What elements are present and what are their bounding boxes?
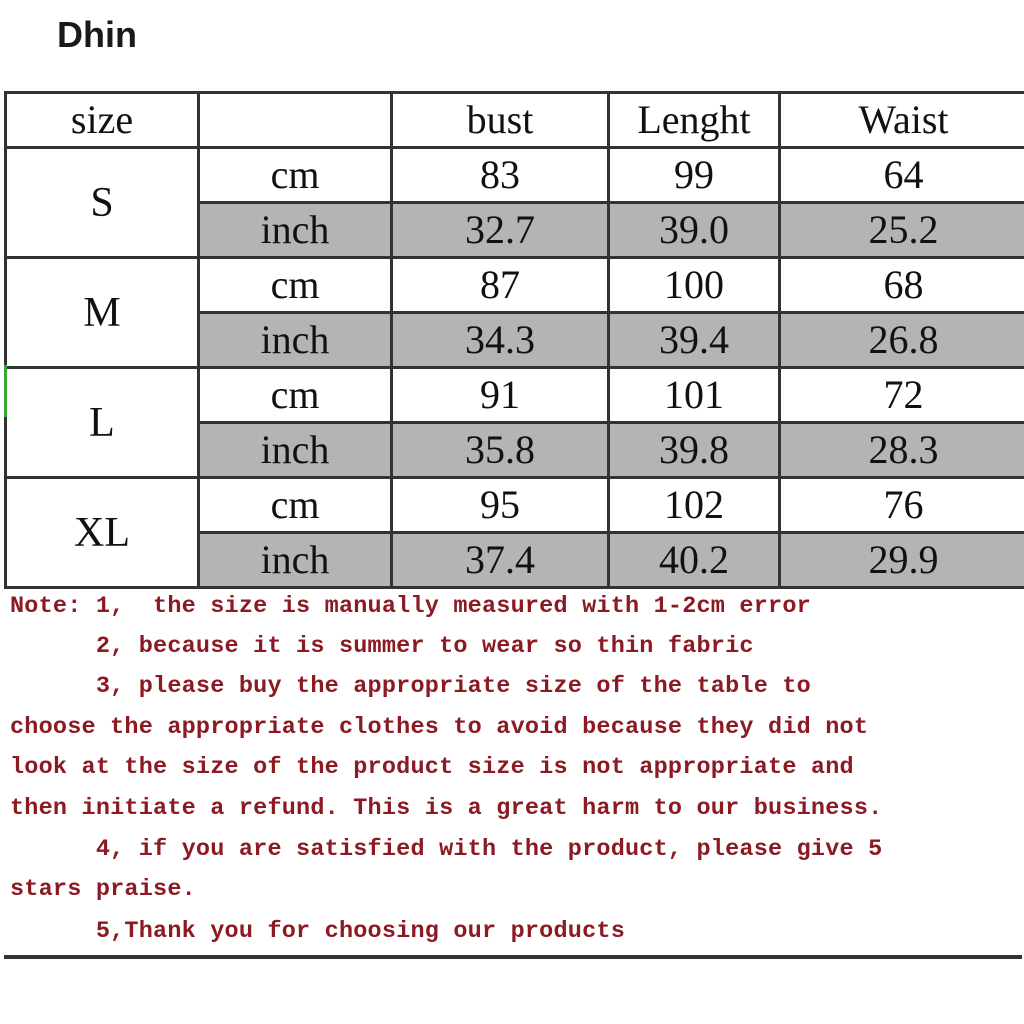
length-cell: 102 [607, 476, 781, 534]
note-line: then initiate a refund. This is a great … [10, 795, 883, 822]
waist-cell: 76 [778, 476, 1024, 534]
bust-cell: 83 [390, 146, 610, 204]
table-row: inch 32.7 39.0 25.2 [6, 201, 1024, 259]
waist-cell: 26.8 [778, 311, 1024, 369]
note-line: stars praise. [10, 876, 196, 903]
unit-cell: inch [197, 201, 393, 259]
unit-cell: inch [197, 311, 393, 369]
length-cell: 100 [607, 256, 781, 314]
table-row: inch 34.3 39.4 26.8 [6, 311, 1024, 369]
header-length: Lenght [607, 91, 781, 149]
unit-cell: cm [197, 366, 393, 424]
notes-section: Note: 1, the size is manually measured w… [4, 585, 1022, 959]
table-row: inch 37.4 40.2 29.9 [6, 531, 1024, 589]
length-cell: 99 [607, 146, 781, 204]
header-unit [197, 91, 393, 149]
note-line: look at the size of the product size is … [10, 754, 854, 781]
size-label: L [4, 366, 200, 479]
note-line: choose the appropriate clothes to avoid … [10, 714, 869, 741]
bust-cell: 87 [390, 256, 610, 314]
bust-cell: 37.4 [390, 531, 610, 589]
note-line: Note: 1, the size is manually measured w… [10, 593, 811, 620]
length-cell: 39.8 [607, 421, 781, 479]
table-row: XL cm 95 102 76 [4, 476, 1024, 589]
unit-cell: inch [197, 531, 393, 589]
length-cell: 39.4 [607, 311, 781, 369]
size-label: S [4, 146, 200, 259]
unit-cell: cm [197, 256, 393, 314]
waist-cell: 29.9 [778, 531, 1024, 589]
size-label: XL [4, 476, 200, 589]
note-line: 4, if you are satisfied with the product… [10, 836, 883, 863]
waist-cell: 68 [778, 256, 1024, 314]
size-label: M [4, 256, 200, 369]
bust-cell: 91 [390, 366, 610, 424]
header-waist: Waist [778, 91, 1024, 149]
table-row: inch 35.8 39.8 28.3 [6, 421, 1024, 479]
bust-cell: 35.8 [390, 421, 610, 479]
length-cell: 39.0 [607, 201, 781, 259]
bust-cell: 95 [390, 476, 610, 534]
brand-logo: Dhin [57, 14, 137, 55]
note-line: 5,Thank you for choosing our products [10, 918, 625, 945]
unit-cell: cm [197, 146, 393, 204]
waist-cell: 72 [778, 366, 1024, 424]
bust-cell: 34.3 [390, 311, 610, 369]
waist-cell: 25.2 [778, 201, 1024, 259]
header-bust: bust [390, 91, 610, 149]
bust-cell: 32.7 [390, 201, 610, 259]
unit-cell: inch [197, 421, 393, 479]
length-cell: 40.2 [607, 531, 781, 589]
header-row: size bust Lenght Waist [4, 91, 1024, 149]
unit-cell: cm [197, 476, 393, 534]
edge-mark [4, 365, 7, 417]
note-line: 3, please buy the appropriate size of th… [10, 673, 811, 700]
waist-cell: 64 [778, 146, 1024, 204]
header-size: size [4, 91, 200, 149]
length-cell: 101 [607, 366, 781, 424]
note-line: 2, because it is summer to wear so thin … [10, 633, 754, 660]
waist-cell: 28.3 [778, 421, 1024, 479]
